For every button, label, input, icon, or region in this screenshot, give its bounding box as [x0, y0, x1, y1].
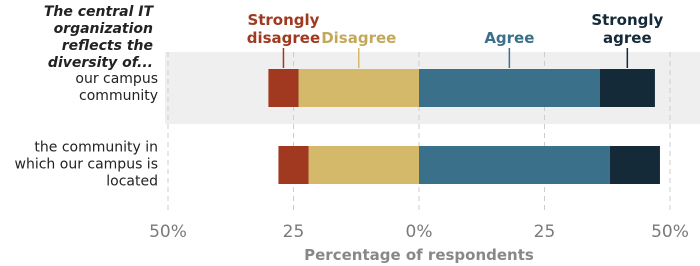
bar-segment [609, 146, 660, 184]
legend-label: Agree [484, 29, 535, 47]
x-tick-label: 25 [534, 222, 556, 242]
category-label: the community in which our campus is loc… [14, 139, 158, 190]
x-tick-label: 0% [406, 222, 433, 242]
legend-label: Strongly agree [591, 11, 664, 47]
x-tick-label: 25 [283, 222, 305, 242]
bar-segment [419, 69, 600, 107]
bar-segment [599, 69, 655, 107]
legend-label: Strongly disagree [246, 11, 321, 47]
category-label: our campus community [75, 71, 158, 104]
bar-segment [419, 146, 610, 184]
bar-segment [298, 69, 419, 107]
bar-segment [268, 69, 299, 107]
x-tick-label: 50% [651, 222, 689, 242]
chart-title: The central IT organization reflects the… [43, 4, 153, 71]
bar-segment [308, 146, 419, 184]
x-axis-title: Percentage of respondents [304, 246, 534, 264]
legend-label: Disagree [321, 29, 397, 47]
bar-segment [278, 146, 309, 184]
x-tick-label: 50% [149, 222, 187, 242]
